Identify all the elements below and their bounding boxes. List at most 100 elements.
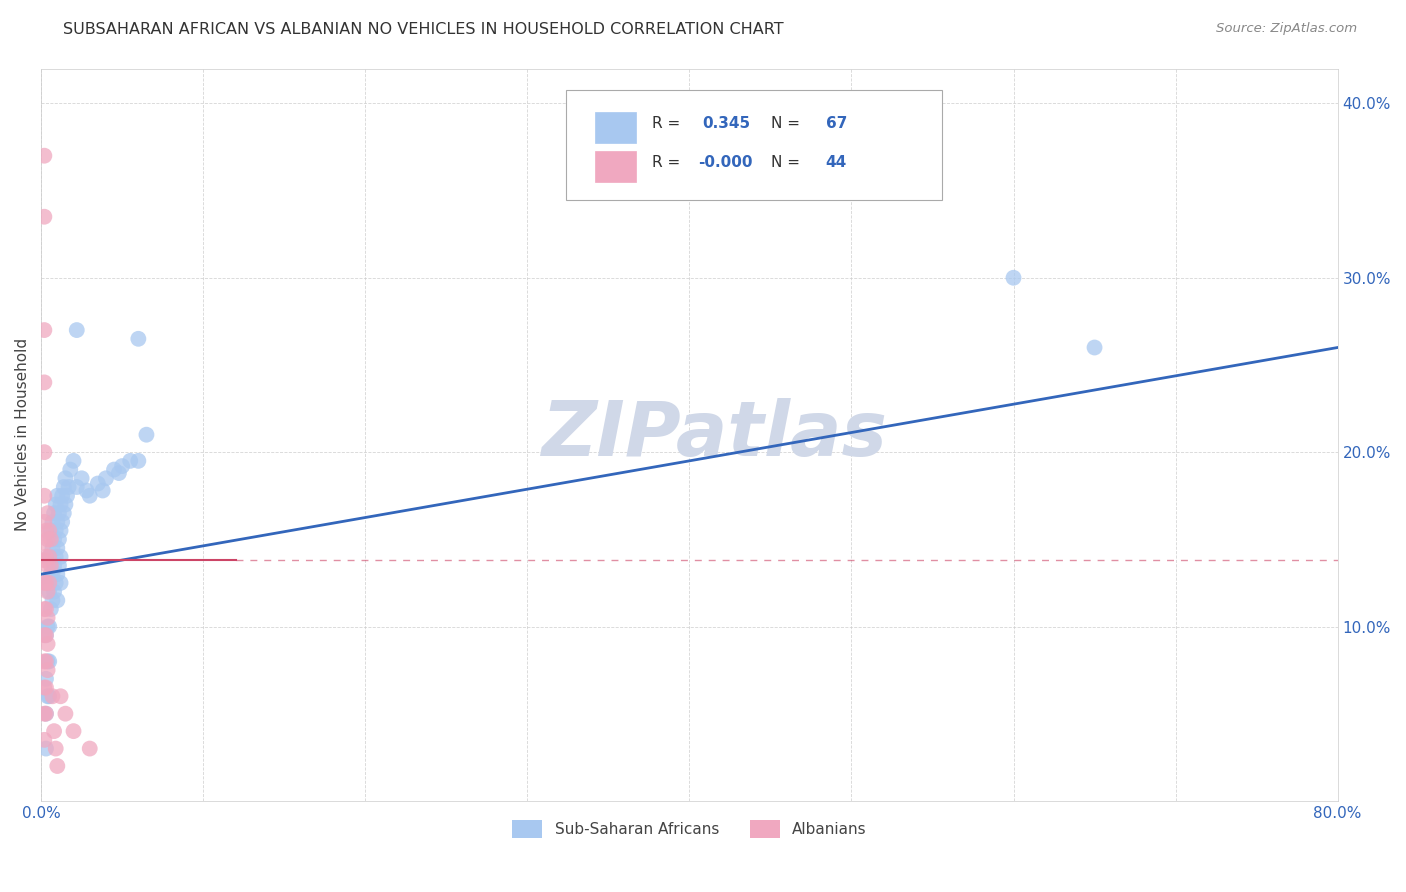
Point bbox=[34, 445, 56, 459]
Point bbox=[49, 549, 72, 564]
Point bbox=[39, 558, 62, 573]
Point bbox=[37, 584, 59, 599]
Point bbox=[35, 706, 58, 721]
Point bbox=[34, 323, 56, 337]
Text: Source: ZipAtlas.com: Source: ZipAtlas.com bbox=[1216, 22, 1357, 36]
Point bbox=[37, 558, 59, 573]
Point bbox=[111, 459, 134, 474]
Point bbox=[76, 483, 98, 498]
Point bbox=[48, 533, 70, 547]
Point bbox=[46, 489, 69, 503]
Text: 44: 44 bbox=[825, 155, 846, 170]
Point bbox=[37, 637, 59, 651]
Point bbox=[120, 454, 142, 468]
Point bbox=[34, 210, 56, 224]
Point bbox=[37, 654, 59, 668]
Point bbox=[34, 149, 56, 163]
Point bbox=[35, 654, 58, 668]
Text: N =: N = bbox=[770, 116, 804, 131]
Point bbox=[79, 741, 101, 756]
Point bbox=[108, 466, 131, 480]
Point bbox=[34, 602, 56, 616]
Text: 67: 67 bbox=[825, 116, 846, 131]
Point bbox=[1002, 270, 1025, 285]
Point bbox=[34, 536, 56, 550]
Point bbox=[37, 611, 59, 625]
Point bbox=[46, 515, 69, 529]
Point bbox=[66, 323, 89, 337]
Point bbox=[35, 575, 58, 590]
Point bbox=[35, 628, 58, 642]
Point bbox=[52, 506, 75, 520]
Point bbox=[38, 549, 60, 564]
Point bbox=[34, 681, 56, 695]
Point bbox=[34, 515, 56, 529]
Point bbox=[46, 759, 69, 773]
Point bbox=[55, 471, 77, 485]
Y-axis label: No Vehicles in Household: No Vehicles in Household bbox=[15, 338, 30, 532]
Legend: Sub-Saharan Africans, Albanians: Sub-Saharan Africans, Albanians bbox=[506, 814, 873, 845]
Point bbox=[37, 533, 59, 547]
Point bbox=[35, 602, 58, 616]
Point bbox=[52, 480, 75, 494]
Point bbox=[34, 376, 56, 390]
Text: SUBSAHARAN AFRICAN VS ALBANIAN NO VEHICLES IN HOUSEHOLD CORRELATION CHART: SUBSAHARAN AFRICAN VS ALBANIAN NO VEHICL… bbox=[63, 22, 785, 37]
Point bbox=[35, 741, 58, 756]
Point bbox=[91, 483, 114, 498]
Point bbox=[41, 593, 63, 607]
Point bbox=[34, 654, 56, 668]
Point bbox=[46, 567, 69, 582]
Point bbox=[51, 489, 73, 503]
Point bbox=[62, 454, 84, 468]
Point bbox=[70, 471, 93, 485]
Point bbox=[34, 732, 56, 747]
Point bbox=[35, 681, 58, 695]
Point bbox=[51, 515, 73, 529]
Point bbox=[1083, 341, 1105, 355]
Point bbox=[41, 567, 63, 582]
Point bbox=[62, 724, 84, 739]
Point bbox=[127, 332, 149, 346]
Point bbox=[56, 489, 79, 503]
Point bbox=[37, 619, 59, 633]
Point bbox=[35, 628, 58, 642]
Point bbox=[46, 593, 69, 607]
Point bbox=[35, 524, 58, 538]
Point bbox=[42, 584, 65, 599]
Point bbox=[37, 506, 59, 520]
Point bbox=[37, 690, 59, 704]
Point bbox=[49, 498, 72, 512]
Text: R =: R = bbox=[652, 116, 685, 131]
Point bbox=[48, 506, 70, 520]
Point bbox=[135, 427, 157, 442]
Point bbox=[45, 575, 67, 590]
Point bbox=[46, 541, 69, 555]
Point bbox=[37, 663, 59, 677]
FancyBboxPatch shape bbox=[567, 90, 942, 201]
Point bbox=[49, 690, 72, 704]
Bar bbox=[595, 112, 637, 144]
Text: ZIPatlas: ZIPatlas bbox=[543, 398, 889, 472]
Point bbox=[66, 480, 89, 494]
Point bbox=[39, 602, 62, 616]
Point bbox=[38, 584, 60, 599]
Point bbox=[41, 515, 63, 529]
Point bbox=[42, 724, 65, 739]
Point bbox=[55, 706, 77, 721]
Point bbox=[38, 575, 60, 590]
Point bbox=[45, 549, 67, 564]
Point bbox=[58, 480, 80, 494]
Point bbox=[42, 506, 65, 520]
Point bbox=[45, 741, 67, 756]
Point bbox=[103, 462, 125, 476]
Point bbox=[37, 575, 59, 590]
Point bbox=[49, 524, 72, 538]
Point bbox=[38, 524, 60, 538]
Point bbox=[38, 690, 60, 704]
Point bbox=[39, 524, 62, 538]
Text: N =: N = bbox=[770, 155, 804, 170]
Point bbox=[49, 575, 72, 590]
Text: -0.000: -0.000 bbox=[699, 155, 754, 170]
Point bbox=[34, 575, 56, 590]
Point bbox=[59, 462, 82, 476]
